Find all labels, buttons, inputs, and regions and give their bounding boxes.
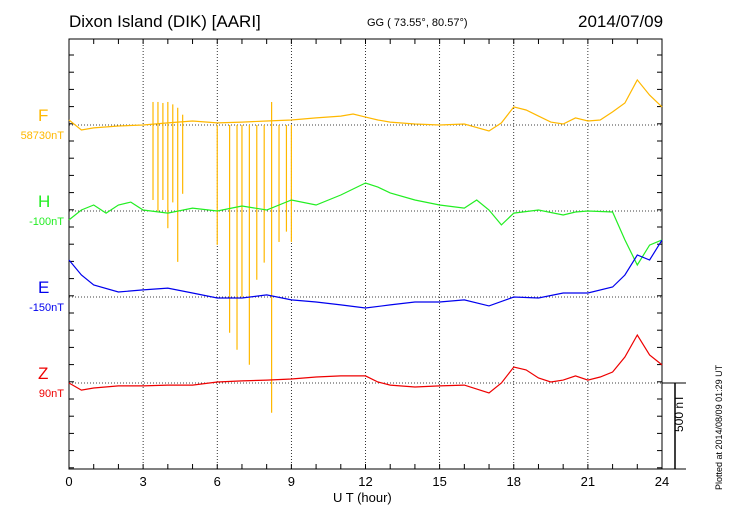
x-tick-label: 15 xyxy=(432,474,446,489)
x-tick-label: 0 xyxy=(65,474,72,489)
series-name-E: E xyxy=(38,278,50,297)
x-tick-label: 12 xyxy=(358,474,372,489)
x-tick-label: 18 xyxy=(507,474,521,489)
date: 2014/07/09 xyxy=(578,12,664,31)
x-tick-label: 24 xyxy=(655,474,669,489)
series-baseline-E: -150nT xyxy=(29,302,64,314)
series-line-F xyxy=(68,78,663,132)
series-baseline-Z: 90nT xyxy=(38,388,64,400)
series-name-H: H xyxy=(38,192,51,211)
series-line-Z xyxy=(68,333,663,394)
series-line-H xyxy=(68,182,663,267)
x-axis-label: U T (hour) xyxy=(333,490,392,505)
x-tick-label: 9 xyxy=(288,474,295,489)
x-tick-label: 6 xyxy=(214,474,221,489)
x-tick-label: 21 xyxy=(581,474,595,489)
series-baseline-F: 58730nT xyxy=(20,130,64,142)
series-baseline-H: -100nT xyxy=(29,216,64,228)
station-title: Dixon Island (DIK) [AARI] xyxy=(69,12,261,31)
x-tick-label: 3 xyxy=(140,474,147,489)
series-name-Z: Z xyxy=(38,364,49,383)
series-name-F: F xyxy=(38,106,49,125)
series-line-E xyxy=(68,239,663,309)
coordinates: GG ( 73.55°, 80.57°) xyxy=(367,17,468,29)
